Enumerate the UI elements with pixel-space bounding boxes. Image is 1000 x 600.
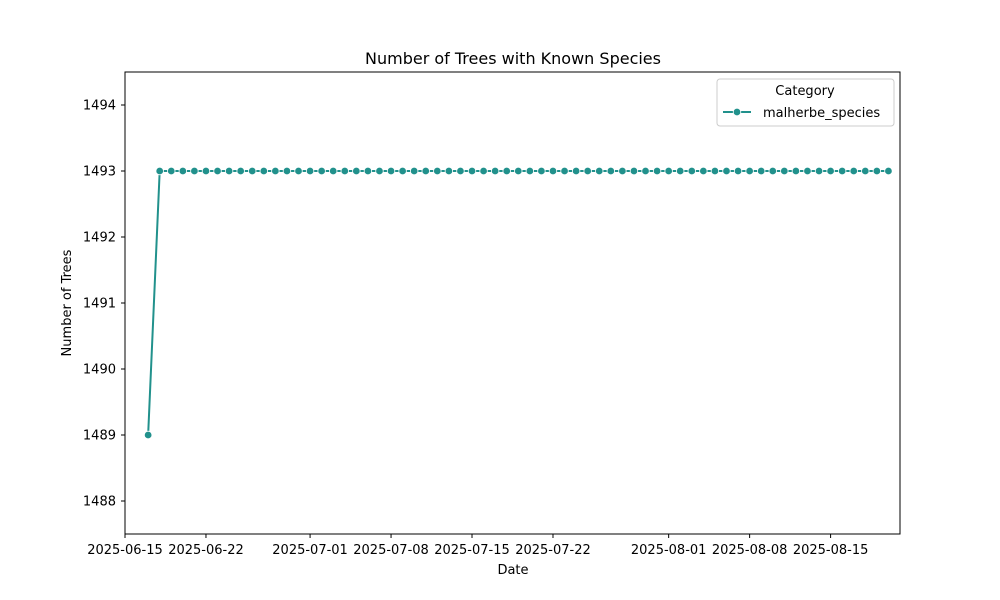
data-point bbox=[745, 166, 754, 176]
plot-area bbox=[143, 166, 893, 440]
data-point bbox=[467, 166, 477, 176]
data-point bbox=[479, 166, 488, 176]
data-point bbox=[236, 166, 245, 176]
data-point bbox=[826, 166, 835, 176]
data-point bbox=[282, 166, 292, 176]
data-point bbox=[490, 166, 500, 176]
data-point bbox=[618, 166, 627, 176]
x-tick-label: 2025-06-22 bbox=[168, 543, 244, 558]
x-tick-label: 2025-07-15 bbox=[434, 543, 510, 558]
data-point bbox=[167, 166, 176, 176]
y-tick-label: 1489 bbox=[83, 429, 116, 444]
data-point bbox=[571, 166, 581, 176]
data-point bbox=[386, 166, 396, 176]
data-point bbox=[409, 166, 419, 176]
data-point bbox=[803, 166, 812, 176]
data-point bbox=[213, 166, 222, 176]
data-point bbox=[178, 166, 188, 176]
y-tick-label: 1490 bbox=[83, 363, 116, 378]
data-point bbox=[699, 166, 708, 176]
x-tick-label: 2025-08-01 bbox=[631, 543, 707, 558]
data-point bbox=[375, 166, 384, 176]
data-point bbox=[248, 166, 257, 176]
data-point bbox=[352, 166, 361, 176]
data-point bbox=[722, 166, 731, 176]
y-axis-title: Number of Trees bbox=[60, 249, 75, 356]
x-tick-label: 2025-07-08 bbox=[353, 543, 429, 558]
x-tick-label: 2025-07-22 bbox=[515, 543, 591, 558]
legend-box bbox=[716, 78, 895, 127]
data-point bbox=[514, 166, 523, 176]
y-tick-label: 1494 bbox=[83, 99, 116, 114]
data-point bbox=[595, 166, 604, 176]
data-point bbox=[837, 166, 847, 176]
data-point bbox=[872, 166, 882, 176]
x-axis: 2025-06-15 2025-06-22 2025-07-01 2025-07-08… bbox=[87, 534, 868, 558]
chart-title: Number of Trees with Known Species bbox=[365, 49, 661, 68]
data-point bbox=[849, 166, 858, 176]
y-tick-label: 1493 bbox=[83, 165, 116, 180]
data-point bbox=[676, 166, 685, 176]
legend-marker-swatch bbox=[732, 107, 742, 117]
data-point bbox=[687, 166, 696, 176]
data-point bbox=[305, 166, 315, 176]
legend-label: malherbe_species bbox=[763, 106, 880, 121]
x-tick-label: 2025-08-08 bbox=[712, 543, 788, 558]
data-point bbox=[456, 166, 465, 176]
x-tick-label: 2025-06-15 bbox=[87, 543, 163, 558]
data-point bbox=[271, 166, 280, 176]
data-point bbox=[329, 166, 338, 176]
data-point bbox=[606, 166, 616, 176]
data-point bbox=[768, 166, 777, 176]
data-point bbox=[224, 166, 234, 176]
data-point bbox=[814, 166, 824, 176]
data-point bbox=[201, 166, 211, 176]
data-point bbox=[340, 166, 349, 176]
data-point bbox=[502, 166, 511, 176]
legend-title: Category bbox=[775, 84, 835, 99]
data-point bbox=[190, 166, 199, 176]
data-point bbox=[560, 166, 569, 176]
data-point bbox=[363, 166, 373, 176]
legend: Category malherbe_species bbox=[716, 78, 895, 127]
data-point bbox=[756, 166, 766, 176]
y-tick-label: 1492 bbox=[83, 231, 116, 246]
data-point bbox=[583, 166, 592, 176]
data-point bbox=[664, 166, 673, 176]
data-point bbox=[884, 166, 893, 176]
data-point bbox=[537, 166, 546, 176]
data-point bbox=[733, 166, 743, 176]
data-point bbox=[629, 166, 639, 176]
data-point bbox=[398, 166, 407, 176]
y-axis: 1488 1489 1490 1491 1492 1493 1494 bbox=[83, 99, 125, 510]
y-tick-label: 1488 bbox=[83, 495, 116, 510]
data-point bbox=[317, 166, 326, 176]
data-point bbox=[444, 166, 454, 176]
data-point bbox=[548, 166, 558, 176]
data-point bbox=[143, 430, 153, 440]
x-axis-title: Date bbox=[497, 563, 528, 578]
data-point bbox=[525, 166, 535, 176]
data-point bbox=[791, 166, 801, 176]
data-point bbox=[641, 166, 650, 176]
data-point bbox=[433, 166, 442, 176]
x-tick-label: 2025-07-01 bbox=[272, 543, 348, 558]
data-point bbox=[861, 166, 870, 176]
data-point bbox=[652, 166, 662, 176]
data-point bbox=[710, 166, 720, 176]
data-point bbox=[294, 166, 303, 176]
data-point bbox=[780, 166, 789, 176]
data-point bbox=[259, 166, 269, 176]
x-tick-label: 2025-08-15 bbox=[793, 543, 869, 558]
y-tick-label: 1491 bbox=[83, 297, 116, 312]
data-point bbox=[421, 166, 430, 176]
data-point bbox=[155, 166, 164, 176]
